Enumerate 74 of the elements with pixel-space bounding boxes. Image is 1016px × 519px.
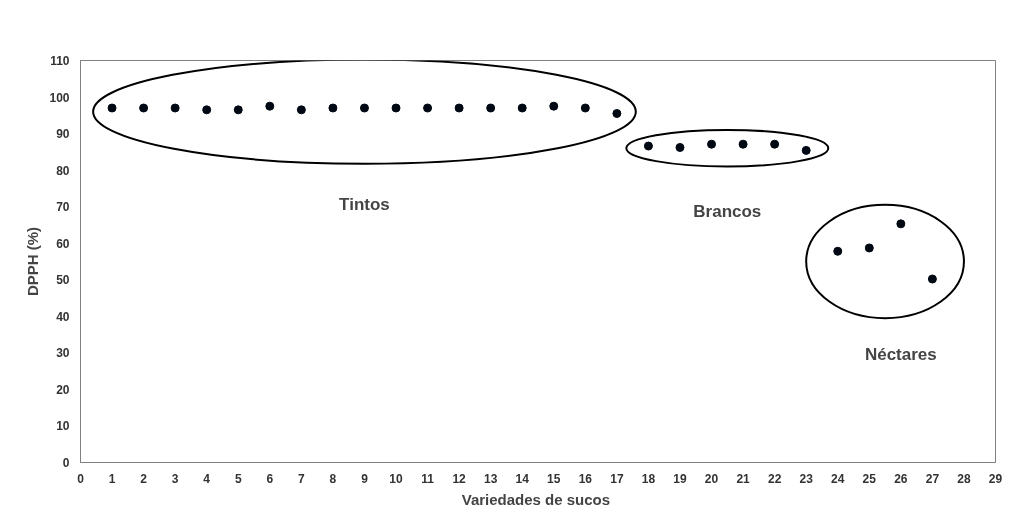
x-tick-label: 18 — [641, 471, 656, 486]
y-tick-label: 30 — [56, 346, 70, 361]
x-tick-label: 14 — [515, 471, 530, 486]
point — [202, 105, 212, 115]
annotation: Tintos — [339, 194, 390, 214]
y-axis-title: DPPH (%) — [24, 226, 42, 297]
point — [927, 274, 937, 284]
point — [454, 103, 464, 113]
point — [107, 103, 117, 113]
point — [864, 243, 874, 253]
x-tick-label: 13 — [484, 471, 498, 486]
x-tick-label: 27 — [925, 471, 940, 486]
x-tick-label: 25 — [862, 471, 877, 486]
x-tick-label: 5 — [234, 471, 242, 486]
x-tick-label: 2 — [140, 471, 148, 486]
x-tick-label: 3 — [171, 471, 179, 486]
y-tick-label: 10 — [56, 419, 70, 434]
x-tick-label: 15 — [547, 471, 561, 486]
x-tick-label: 8 — [329, 471, 337, 486]
x-tick-label: 4 — [203, 471, 211, 486]
x-tick-label: 20 — [704, 471, 719, 486]
annotation: Néctares — [864, 344, 937, 364]
x-tick-label: 16 — [578, 471, 593, 486]
y-tick-label: 40 — [56, 309, 70, 324]
x-tick-label: 12 — [452, 471, 467, 486]
point — [517, 103, 527, 113]
x-tick-label: 17 — [610, 471, 624, 486]
point — [170, 103, 180, 113]
y-tick-label: 80 — [56, 163, 70, 178]
point — [738, 139, 748, 149]
y-tick-label: 50 — [56, 273, 70, 288]
x-tick-label: 28 — [957, 471, 971, 486]
y-tick-label: 60 — [56, 236, 70, 251]
x-tick-label: 7 — [298, 471, 306, 486]
point — [486, 103, 496, 113]
x-tick-label: 21 — [736, 471, 751, 486]
point — [139, 103, 149, 113]
y-tick-label: 20 — [56, 382, 70, 397]
x-tick-label: 29 — [988, 471, 1003, 486]
point — [296, 105, 306, 115]
point — [675, 142, 685, 152]
point — [770, 139, 780, 149]
x-tick-label: 1 — [108, 471, 116, 486]
point — [801, 145, 811, 155]
x-tick-label: 22 — [767, 471, 782, 486]
x-axis-title: Variedades de sucos — [461, 490, 611, 508]
x-tick-label: 9 — [361, 471, 369, 486]
x-tick-label: 11 — [421, 471, 435, 486]
y-tick-label: 90 — [56, 127, 70, 142]
point — [580, 103, 590, 113]
point — [896, 219, 906, 229]
point — [549, 101, 559, 111]
x-tick-label: 24 — [831, 471, 845, 486]
point — [359, 103, 369, 113]
y-tick-label: 70 — [56, 200, 70, 215]
point — [265, 101, 275, 111]
x-tick-label: 23 — [799, 471, 814, 486]
x-tick-label: 0 — [77, 471, 85, 486]
point — [833, 246, 843, 256]
point — [328, 103, 338, 113]
x-tick-label: 6 — [266, 471, 274, 486]
point — [612, 109, 622, 118]
x-tick-label: 19 — [673, 471, 687, 486]
y-tick-label: 110 — [50, 54, 70, 68]
point — [643, 141, 653, 151]
point — [233, 105, 243, 115]
annotation: Brancos — [693, 202, 762, 222]
x-tick-label: 10 — [389, 471, 404, 486]
point — [423, 103, 433, 113]
y-tick-label: 0 — [62, 456, 70, 470]
y-tick-label: 100 — [49, 90, 70, 105]
x-tick-label: 26 — [894, 471, 908, 486]
point — [707, 139, 717, 149]
point — [391, 103, 401, 113]
